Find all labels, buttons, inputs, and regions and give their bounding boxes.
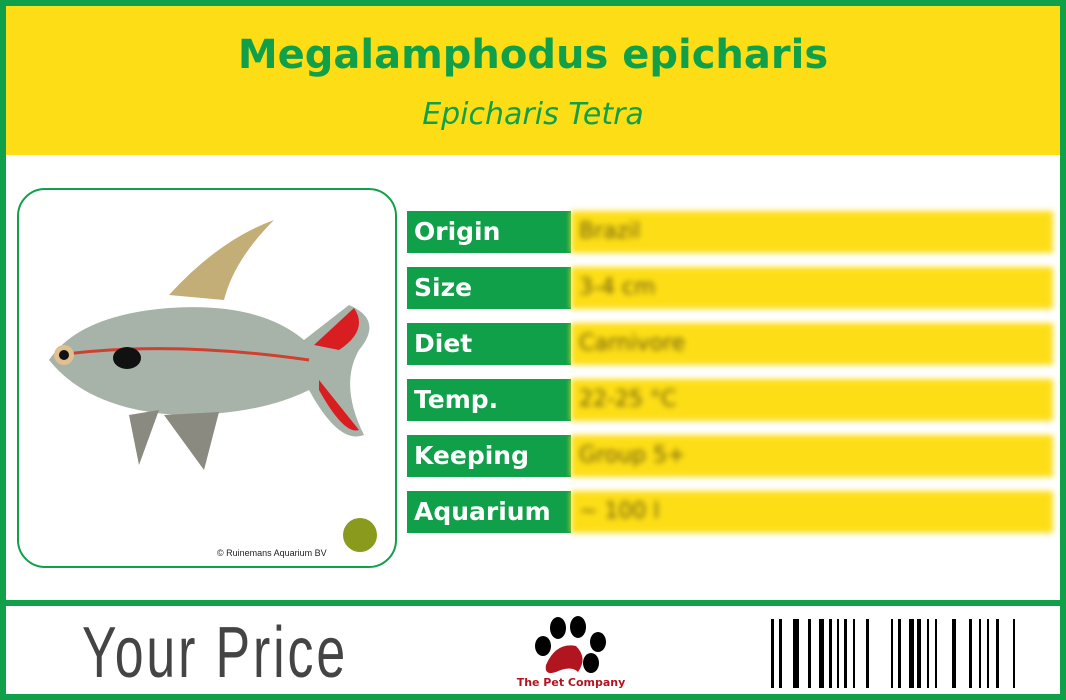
- divider: [6, 600, 1060, 606]
- barcode-bar: [917, 619, 921, 688]
- spec-label: Aquarium: [407, 491, 571, 533]
- photo-credit: © Ruinemans Aquarium BV: [217, 548, 327, 558]
- barcode-bar: [837, 619, 839, 688]
- common-name: Epicharis Tetra: [422, 97, 644, 132]
- spec-row: Size 3-4 cm: [407, 267, 1053, 309]
- brand-name: The Pet Company: [516, 676, 626, 689]
- spec-value: Group 5+: [571, 435, 1053, 477]
- barcode-bar: [779, 619, 782, 688]
- barcode-bar: [935, 619, 937, 688]
- spec-row: Aquarium ~ 100 l: [407, 491, 1053, 533]
- barcode-bar: [927, 619, 929, 688]
- fish-photo: © Ruinemans Aquarium BV: [17, 188, 397, 568]
- spec-value: ~ 100 l: [571, 491, 1053, 533]
- spec-label: Temp.: [407, 379, 571, 421]
- barcode-bar: [829, 619, 832, 688]
- barcode-bar: [844, 619, 847, 688]
- spec-value: Brazil: [571, 211, 1053, 253]
- barcode: [771, 619, 1015, 688]
- barcode-bar: [819, 619, 824, 688]
- header: Megalamphodus epicharis Epicharis Tetra: [6, 6, 1060, 155]
- spec-value: 3-4 cm: [571, 267, 1053, 309]
- barcode-bar: [969, 619, 972, 688]
- spec-label: Origin: [407, 211, 571, 253]
- price-label: Your Price: [82, 613, 349, 693]
- ruinemans-logo: [343, 518, 377, 552]
- barcode-bar: [853, 619, 855, 688]
- spec-label: Size: [407, 267, 571, 309]
- fish-image: [49, 220, 370, 470]
- price-card: Megalamphodus epicharis Epicharis Tetra …: [6, 6, 1060, 694]
- barcode-bar: [891, 619, 893, 688]
- barcode-bar: [909, 619, 914, 688]
- barcode-bar: [898, 619, 901, 688]
- barcode-bar: [952, 619, 956, 688]
- spec-value: 22-25 °C: [571, 379, 1053, 421]
- barcode-bar: [987, 619, 989, 688]
- spec-row: Temp. 22-25 °C: [407, 379, 1053, 421]
- spec-row: Keeping Group 5+: [407, 435, 1053, 477]
- barcode-bar: [996, 619, 999, 688]
- species-title: Megalamphodus epicharis: [237, 32, 829, 78]
- barcode-bar: [866, 619, 869, 688]
- spec-table: Origin Brazil Size 3-4 cm Diet Carnivore Temp.…: [407, 211, 1053, 547]
- spec-value: Carnivore: [571, 323, 1053, 365]
- barcode-bar: [979, 619, 981, 688]
- barcode-bar: [1013, 619, 1015, 688]
- barcode-bar: [808, 619, 811, 688]
- paw-logo-icon: [535, 616, 606, 674]
- barcode-bar: [771, 619, 774, 688]
- spec-label: Diet: [407, 323, 571, 365]
- spec-row: Origin Brazil: [407, 211, 1053, 253]
- barcode-bar: [793, 619, 799, 688]
- spec-label: Keeping: [407, 435, 571, 477]
- spec-row: Diet Carnivore: [407, 323, 1053, 365]
